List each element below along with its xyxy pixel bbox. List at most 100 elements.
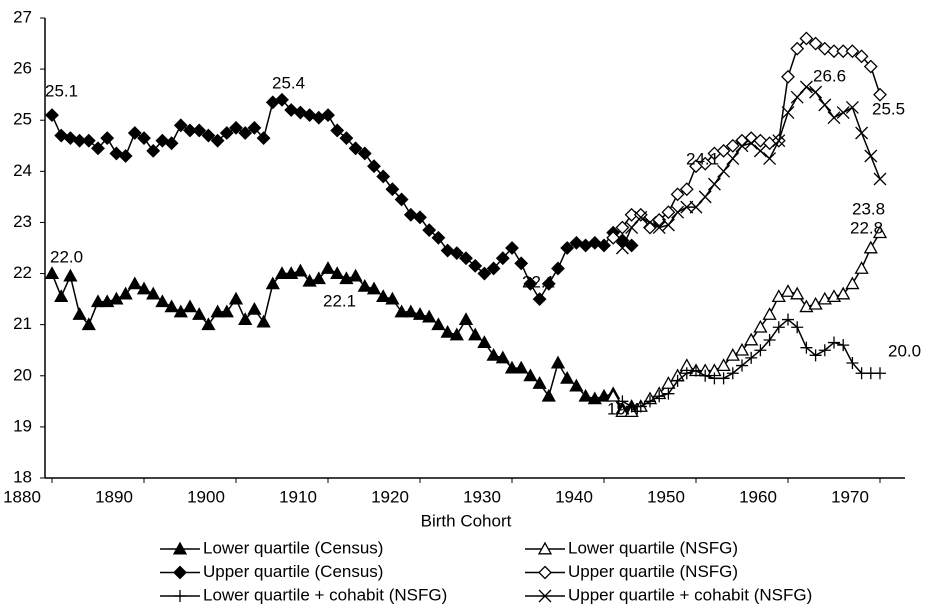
marker — [541, 276, 556, 291]
marker — [238, 126, 253, 140]
marker — [736, 359, 748, 372]
marker — [72, 133, 87, 148]
x-tick-label: 1970 — [831, 487, 869, 506]
annotation: 22.1 — [522, 272, 555, 291]
marker — [597, 238, 611, 253]
marker — [726, 152, 740, 166]
marker — [698, 156, 713, 171]
marker — [210, 133, 225, 148]
marker — [514, 256, 529, 271]
marker — [644, 395, 656, 408]
marker — [348, 268, 363, 282]
marker — [537, 541, 553, 555]
marker — [616, 395, 629, 408]
x-tick-label: 1890 — [95, 487, 133, 506]
marker — [45, 108, 59, 123]
marker — [403, 304, 418, 318]
marker — [468, 258, 483, 273]
marker — [164, 136, 179, 151]
marker — [698, 190, 712, 204]
marker — [661, 205, 676, 220]
marker — [541, 388, 556, 402]
marker — [643, 215, 657, 229]
marker — [275, 92, 289, 107]
y-tick-label: 21 — [13, 314, 32, 333]
marker — [791, 321, 804, 334]
marker — [772, 321, 785, 334]
marker — [744, 136, 758, 150]
marker — [781, 69, 795, 84]
marker — [836, 106, 850, 120]
marker — [863, 240, 878, 254]
marker — [81, 317, 96, 331]
annotation: 26.6 — [813, 66, 846, 85]
marker — [486, 261, 501, 276]
marker — [716, 358, 731, 372]
legend-item: Lower quartile + cohabit (NSFG) — [160, 585, 447, 604]
marker — [431, 317, 446, 331]
marker — [412, 307, 428, 320]
marker — [172, 541, 188, 555]
marker — [118, 149, 133, 163]
marker — [321, 108, 335, 123]
marker — [652, 221, 666, 235]
marker — [44, 266, 60, 280]
marker — [440, 324, 455, 338]
series-line — [612, 232, 881, 413]
marker — [818, 98, 832, 112]
series-line — [51, 98, 632, 301]
marker — [219, 126, 234, 140]
marker — [790, 286, 805, 300]
marker — [357, 146, 372, 161]
marker — [780, 284, 796, 297]
legend-label: Lower quartile (Census) — [203, 538, 383, 557]
marker — [653, 390, 666, 403]
marker — [569, 378, 584, 392]
marker — [100, 131, 115, 146]
marker — [726, 367, 739, 380]
y-tick-label: 18 — [13, 467, 32, 486]
marker — [385, 291, 400, 305]
marker — [753, 319, 768, 333]
marker — [699, 369, 712, 382]
marker — [707, 177, 721, 191]
marker — [827, 111, 841, 125]
marker — [837, 339, 850, 352]
marker — [855, 126, 869, 140]
marker — [671, 374, 684, 387]
marker — [81, 133, 96, 148]
series — [616, 313, 886, 413]
y-tick-label: 26 — [13, 59, 32, 78]
marker — [422, 223, 437, 238]
marker — [828, 336, 840, 349]
marker — [174, 590, 186, 602]
marker — [514, 360, 529, 374]
marker — [118, 286, 133, 300]
y-tick-label: 20 — [13, 365, 32, 384]
marker — [670, 187, 685, 202]
marker — [818, 344, 831, 357]
marker — [615, 220, 630, 235]
marker — [394, 192, 409, 207]
marker — [173, 565, 187, 580]
marker — [486, 347, 501, 361]
marker — [468, 327, 483, 341]
marker — [790, 90, 804, 104]
marker — [183, 123, 197, 138]
marker — [854, 49, 869, 64]
marker — [523, 276, 538, 291]
marker — [238, 312, 253, 326]
x-tick-label: 1920 — [371, 487, 409, 506]
x-tick-label: 1880 — [3, 487, 41, 506]
marker — [458, 312, 474, 326]
marker — [247, 301, 262, 315]
marker — [615, 404, 630, 418]
marker — [201, 128, 216, 143]
series — [606, 31, 887, 245]
annotation: 25.4 — [272, 73, 305, 92]
marker — [845, 100, 859, 114]
marker — [634, 210, 648, 224]
marker — [625, 221, 639, 235]
marker — [836, 44, 851, 59]
marker — [763, 152, 777, 166]
